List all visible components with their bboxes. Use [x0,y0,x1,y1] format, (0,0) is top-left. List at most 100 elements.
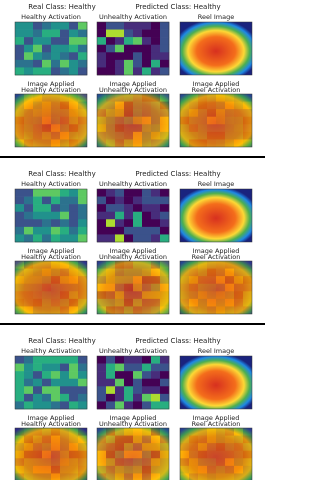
heat-cell [69,363,79,372]
overlay-cell [243,139,252,147]
overlay-cell [69,465,78,474]
overlay-cell [198,131,207,140]
heat-cell [106,59,116,68]
overlay-cell [216,465,225,474]
overlay-cell [97,450,106,459]
overlay-cell [133,276,142,284]
overlay-cell [216,435,225,444]
overlay-cell [78,306,87,314]
overlay-cell [151,291,160,299]
overlay-cell [142,124,151,132]
overlay-cell [198,458,207,466]
heat-cell [133,234,143,243]
overlay-cell [189,465,198,474]
plot-frame [179,188,253,243]
overlay-cell [216,443,225,451]
heat-cell [97,356,107,364]
overlay-cell [24,131,33,140]
plot-title: Reel Image [198,347,234,355]
overlay-cell [151,139,160,147]
overlay-cell [198,116,207,125]
heat-cell [51,59,61,68]
overlay-cell [69,101,78,110]
heat-cell [78,196,88,205]
overlay-cell [180,465,189,474]
plot-frame [179,355,253,410]
heat-cell [15,67,25,76]
overlay-cell [97,473,106,480]
overlay-cell [216,276,225,284]
heat-cell [24,37,34,46]
overlay-cell [198,124,207,132]
heat-cell [142,211,152,220]
heat-cell [60,356,70,364]
heat-cell [33,378,43,387]
overlay-cell [243,306,252,314]
heat-cell [124,52,134,61]
plot-title: Reel Activation [192,420,241,428]
heat-cell [142,44,152,53]
heat-cell [124,219,134,228]
overlay-cell [142,473,151,480]
heat-cell [106,219,116,228]
overlay-cell [124,458,133,466]
heat-cell [124,393,134,402]
heat-cell [33,401,43,410]
heat-cell [24,226,34,235]
overlay-cell [189,116,198,125]
overlay-cell [78,443,87,451]
overlay-cell [142,283,151,292]
heat-cell [106,37,116,46]
plot-image [14,260,88,315]
overlay-cell [106,291,115,299]
plot-image [179,427,253,480]
overlay-cell [69,306,78,314]
heat-cell [124,234,134,243]
overlay-cell [33,124,42,132]
heat-cell [42,371,52,380]
heat-cell [78,219,88,228]
heat-cell [106,363,116,372]
overlay-cell [151,283,160,292]
heat-cell [69,393,79,402]
overlay-cell [234,298,243,307]
overlay-cell [225,139,234,147]
overlay-cell [151,428,160,436]
overlay-cell [207,94,216,102]
overlay-cell [97,306,106,314]
overlay-cell [160,298,169,307]
heat-cell [124,196,134,205]
heat-cell [106,29,116,38]
overlay-cell [106,458,115,466]
overlay-cell [198,101,207,110]
heat-cell [133,67,143,76]
thermal [97,94,169,147]
heat-cell [97,363,107,372]
overlay-cell [243,443,252,451]
heat-cell [115,22,125,30]
overlay-cell [106,268,115,277]
overlay-cell [51,268,60,277]
plot-frame [14,355,88,410]
overlay-cell [243,298,252,307]
overlay-cell [69,261,78,269]
overlay-cell [33,458,42,466]
heat-cell [124,363,134,372]
heat-cell [69,52,79,61]
overlay-cell [97,268,106,277]
overlay-cell [51,298,60,307]
heat-cell [60,67,70,76]
overlay-cell [225,458,234,466]
overlay-cell [106,109,115,117]
overlay-cell [15,443,24,451]
overlay-cell [124,101,133,110]
overlay-cell [106,473,115,480]
real-class: Real Class: Healthy [28,170,95,178]
overlay-cell [243,124,252,132]
overlay-cell [51,450,60,459]
heat-cell [78,59,88,68]
heat-cell [33,386,43,395]
heat-cell [106,356,116,364]
overlay-cell [51,443,60,451]
overlay-cell [160,268,169,277]
